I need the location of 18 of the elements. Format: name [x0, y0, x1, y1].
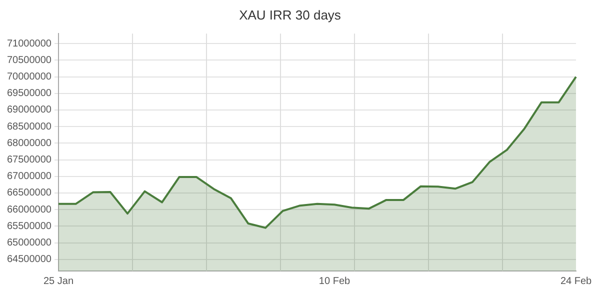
y-tick-label: 68500000 [6, 121, 52, 132]
y-tick-label: 66500000 [6, 188, 52, 199]
y-tick-label: 69000000 [6, 104, 52, 116]
y-tick-label: 70500000 [6, 54, 52, 66]
y-tick-label: 68000000 [6, 138, 52, 149]
y-tick-label: 69500000 [6, 88, 52, 100]
y-tick-label: 64500000 [6, 254, 52, 266]
y-tick-label: 71000000 [6, 38, 52, 50]
x-tick-label: 10 Feb [318, 276, 350, 287]
y-tick-label: 67000000 [6, 171, 52, 182]
x-tick-label: 25 Jan [43, 276, 74, 287]
y-tick-label: 70000000 [6, 72, 52, 83]
y-tick-label: 66000000 [6, 204, 52, 216]
y-tick-label: 67500000 [6, 154, 52, 166]
x-tick-label: 24 Feb [560, 276, 592, 287]
y-tick-label: 65500000 [6, 220, 52, 232]
chart-title: XAU IRR 30 days [239, 7, 342, 22]
y-tick-label: 65000000 [6, 238, 52, 249]
